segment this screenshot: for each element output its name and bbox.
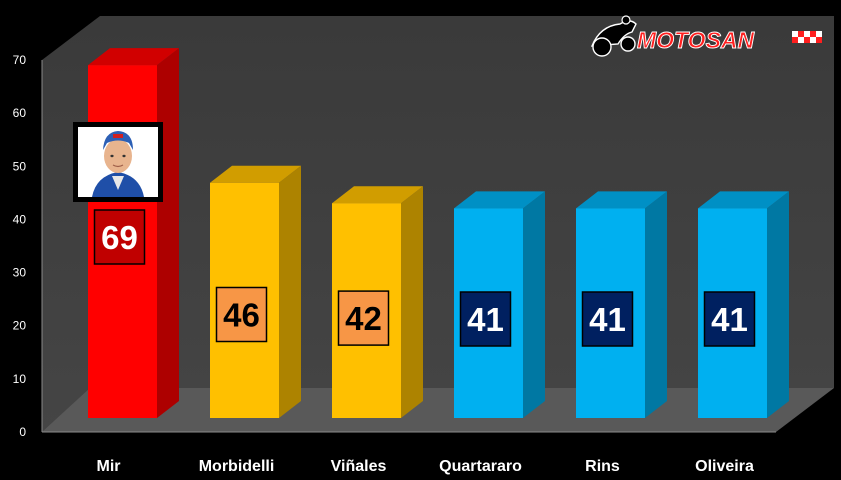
bar-side-face xyxy=(645,191,667,418)
y-tick-label: 20 xyxy=(13,319,27,333)
bar-oliveira: 41 xyxy=(698,191,789,418)
data-label-box xyxy=(581,291,634,347)
data-label: 46 xyxy=(223,297,260,334)
checkered-flag-icon xyxy=(792,31,822,43)
x-category-label: Viñales xyxy=(331,458,387,475)
y-axis-ticks: 0 10 20 30 40 50 60 70 xyxy=(13,53,27,439)
y-tick-label: 30 xyxy=(13,266,27,280)
data-label: 41 xyxy=(711,301,748,338)
data-label: 42 xyxy=(345,300,382,337)
bar-mir: 69 xyxy=(88,48,179,418)
motorbike-icon xyxy=(590,15,637,57)
y-tick-label: 70 xyxy=(13,53,27,67)
rider-portrait-icon xyxy=(73,122,163,202)
bar-side-face xyxy=(401,186,423,418)
data-label-box xyxy=(215,286,268,343)
logo-text: MOTOSAN xyxy=(637,27,755,53)
bar-morbidelli: 46 xyxy=(210,165,301,418)
x-category-label: Rins xyxy=(585,458,620,475)
bar-side-face xyxy=(523,191,545,418)
data-label-box xyxy=(337,290,390,346)
bar-side-face xyxy=(767,191,789,418)
x-category-label: Oliveira xyxy=(695,458,754,475)
y-tick-label: 0 xyxy=(19,425,26,439)
y-tick-label: 10 xyxy=(13,372,27,386)
data-label: 41 xyxy=(467,301,504,338)
bar-top-face xyxy=(88,48,179,66)
bar-side-face xyxy=(279,165,301,418)
motosan-logo: MOTOSAN xyxy=(590,15,822,57)
x-category-label: Morbidelli xyxy=(199,458,275,475)
x-category-label: Quartararo xyxy=(439,458,522,475)
x-axis-labels: Mir Morbidelli Viñales Quartararo Rins Olivei… xyxy=(97,458,754,475)
data-label: 41 xyxy=(589,301,626,338)
bars-group: 69 46 42 41 41 41 xyxy=(88,48,789,418)
bar-viñales: 42 xyxy=(332,186,423,418)
bar-top-face xyxy=(332,186,423,204)
data-label-box xyxy=(459,291,512,347)
data-label: 69 xyxy=(101,219,138,256)
data-label-box xyxy=(703,291,756,347)
y-tick-label: 60 xyxy=(13,106,27,120)
y-tick-label: 40 xyxy=(13,212,27,226)
bar-top-face xyxy=(698,191,789,209)
bar-quartararo: 41 xyxy=(454,191,545,418)
x-category-label: Mir xyxy=(97,458,121,475)
bar-top-face xyxy=(454,191,545,209)
bar-rins: 41 xyxy=(576,191,667,418)
bar-side-face xyxy=(157,48,179,418)
bar-top-face xyxy=(210,165,301,183)
data-label-box xyxy=(93,209,146,265)
bar-top-face xyxy=(576,191,667,209)
y-tick-label: 50 xyxy=(13,159,27,173)
